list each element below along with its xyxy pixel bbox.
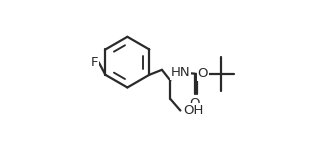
Text: F: F bbox=[90, 56, 98, 69]
Text: O: O bbox=[190, 97, 200, 111]
Text: OH: OH bbox=[184, 104, 204, 117]
Text: HN: HN bbox=[171, 66, 190, 79]
Text: O: O bbox=[197, 67, 208, 80]
